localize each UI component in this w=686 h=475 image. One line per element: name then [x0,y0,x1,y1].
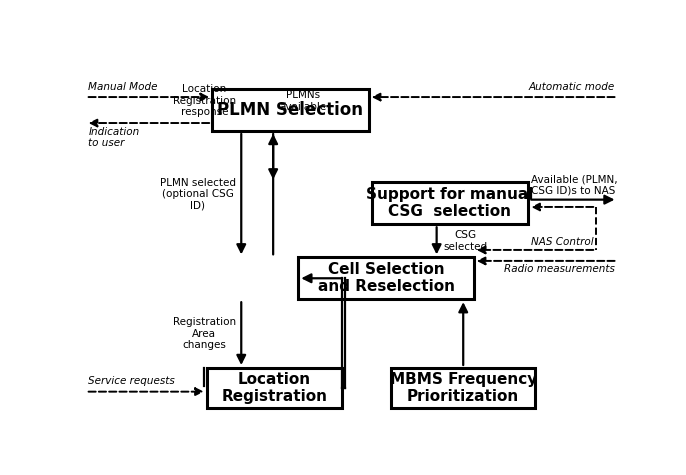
Text: PLMN Selection: PLMN Selection [217,101,364,119]
Text: Service requests: Service requests [88,376,175,386]
Text: MBMS Frequency
Prioritization: MBMS Frequency Prioritization [390,372,537,404]
Text: Available (PLMN,
CSG ID)s to NAS: Available (PLMN, CSG ID)s to NAS [531,174,617,196]
Text: CSG
selected: CSG selected [443,230,487,252]
Text: Registration
Area
changes: Registration Area changes [173,317,236,350]
Text: Location
Registration
response: Location Registration response [173,84,236,117]
Text: Location
Registration: Location Registration [222,372,327,404]
FancyBboxPatch shape [298,257,474,299]
Text: PLMN selected
(optional CSG
ID): PLMN selected (optional CSG ID) [160,178,236,211]
FancyBboxPatch shape [392,368,535,408]
Text: Cell Selection
and Reselection: Cell Selection and Reselection [318,262,455,294]
Text: Indication
to user: Indication to user [88,127,140,149]
Text: Support for manual
CSG  selection: Support for manual CSG selection [366,187,534,219]
FancyBboxPatch shape [372,182,528,224]
Text: Automatic mode: Automatic mode [528,82,615,92]
FancyBboxPatch shape [212,89,369,131]
Text: Radio measurements: Radio measurements [504,264,615,274]
FancyBboxPatch shape [206,368,342,408]
Text: PLMNs
available: PLMNs available [279,90,327,112]
Text: Manual Mode: Manual Mode [88,82,158,92]
Text: NAS Control: NAS Control [531,237,593,247]
